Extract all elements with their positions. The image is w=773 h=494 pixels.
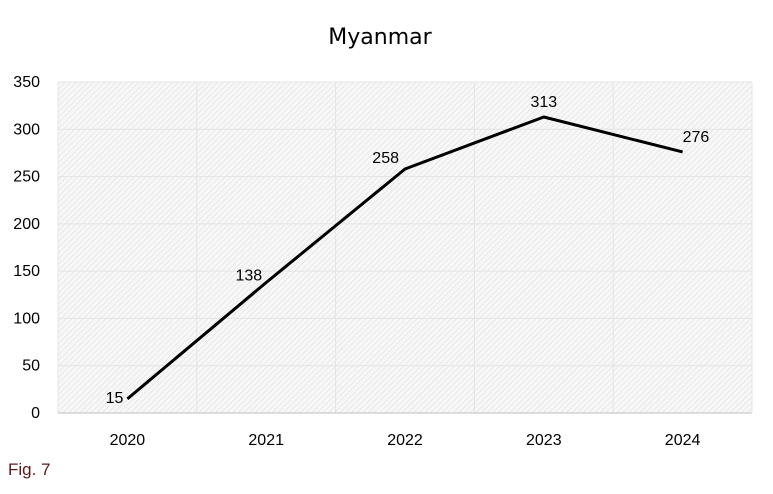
y-tick-label: 0 xyxy=(31,405,40,422)
x-tick-label: 2021 xyxy=(248,432,284,449)
y-tick-label: 250 xyxy=(13,169,40,186)
x-tick-label: 2020 xyxy=(110,432,146,449)
x-tick-label: 2023 xyxy=(526,432,562,449)
y-tick-label: 50 xyxy=(22,358,40,375)
x-axis-ticks: 2020 2021 2022 2023 2024 xyxy=(110,432,701,449)
x-tick-label: 2022 xyxy=(387,432,423,449)
y-axis-ticks: 0 50 100 150 200 250 300 350 xyxy=(13,74,40,422)
figure-label: Fig. 7 xyxy=(8,460,51,479)
y-tick-label: 200 xyxy=(13,216,40,233)
plot-area xyxy=(58,82,752,413)
y-tick-label: 100 xyxy=(13,310,40,327)
y-tick-label: 350 xyxy=(13,74,40,91)
x-tick-label: 2024 xyxy=(665,432,701,449)
data-label: 15 xyxy=(106,390,124,407)
data-label: 313 xyxy=(530,94,557,111)
series-line xyxy=(126,115,683,400)
data-label: 258 xyxy=(372,150,399,167)
data-label: 276 xyxy=(683,129,710,146)
chart-title: Myanmar xyxy=(328,25,432,50)
data-label: 138 xyxy=(235,267,262,284)
data-labels: 15 138 258 313 276 xyxy=(106,94,710,407)
gridlines xyxy=(57,81,753,413)
y-tick-label: 150 xyxy=(13,263,40,280)
y-tick-label: 300 xyxy=(13,121,40,138)
